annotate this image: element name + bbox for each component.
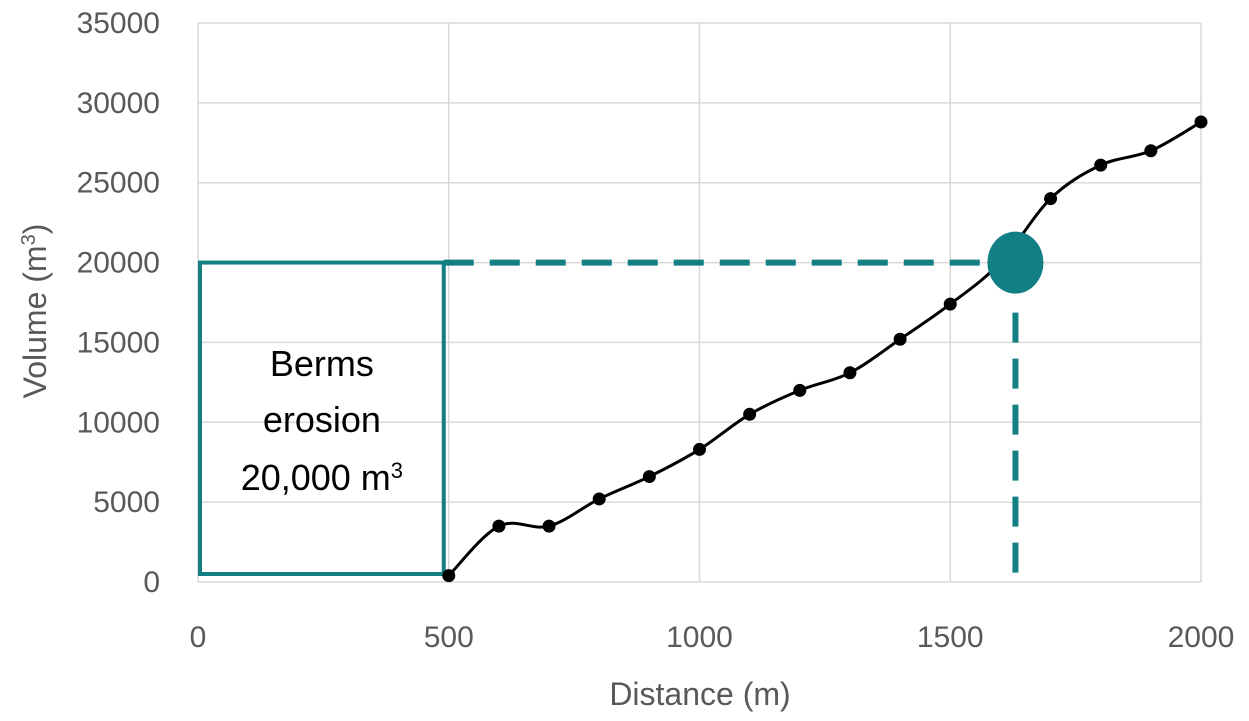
grid <box>197 22 1202 583</box>
berms-erosion-box <box>198 260 446 576</box>
y-axis-title-sup: 3 <box>18 234 40 245</box>
x-tick-label: 500 <box>424 621 474 654</box>
data-point <box>693 442 706 456</box>
series-layer <box>442 115 1208 583</box>
data-point <box>793 383 807 397</box>
box-label-line3: 20,000 m3 <box>241 457 403 498</box>
data-point <box>492 519 506 533</box>
y-axis-title-text: Volume (m <box>17 245 53 398</box>
box-label-line3-sup: 3 <box>391 458 403 483</box>
data-point <box>1094 158 1108 172</box>
data-point <box>542 519 556 533</box>
ticks-layer: 0 5000 10000 15000 20000 25000 30000 35000 0 500 1… <box>77 7 1235 654</box>
y-tick-label: 25000 <box>77 167 160 200</box>
y-tick-label: 30000 <box>77 87 160 120</box>
x-tick-label: 1500 <box>917 621 984 654</box>
x-axis-title: Distance (m) <box>609 676 790 712</box>
x-tick-label: 2000 <box>1168 621 1235 654</box>
y-axis-title-suffix: ) <box>17 224 53 235</box>
y-tick-label: 0 <box>143 566 160 599</box>
y-tick-label: 15000 <box>77 326 160 359</box>
data-point <box>1044 192 1058 206</box>
box-label-line2: erosion <box>263 399 381 440</box>
intersection-marker <box>987 231 1044 294</box>
berms-erosion-label: Berms erosion 20,000 m3 <box>241 343 403 498</box>
data-point <box>592 492 606 506</box>
data-point <box>743 407 757 421</box>
annotations-layer <box>198 259 1019 576</box>
data-point <box>843 366 857 380</box>
y-tick-label: 5000 <box>93 486 160 519</box>
data-point <box>893 332 907 346</box>
data-point <box>1194 115 1208 129</box>
box-label-line3-text: 20,000 m <box>241 457 391 498</box>
data-point <box>442 569 456 583</box>
y-tick-label: 35000 <box>77 7 160 40</box>
data-point <box>642 470 656 484</box>
y-tick-label: 20000 <box>77 247 160 280</box>
y-tick-label: 10000 <box>77 406 160 439</box>
y-axis-title: Volume (m3) <box>17 224 53 399</box>
x-tick-label: 1000 <box>666 621 733 654</box>
box-label-line1: Berms <box>270 343 374 384</box>
data-point <box>1144 144 1158 158</box>
x-tick-label: 0 <box>190 621 207 654</box>
data-point <box>943 297 957 311</box>
series-line <box>447 120 1202 577</box>
